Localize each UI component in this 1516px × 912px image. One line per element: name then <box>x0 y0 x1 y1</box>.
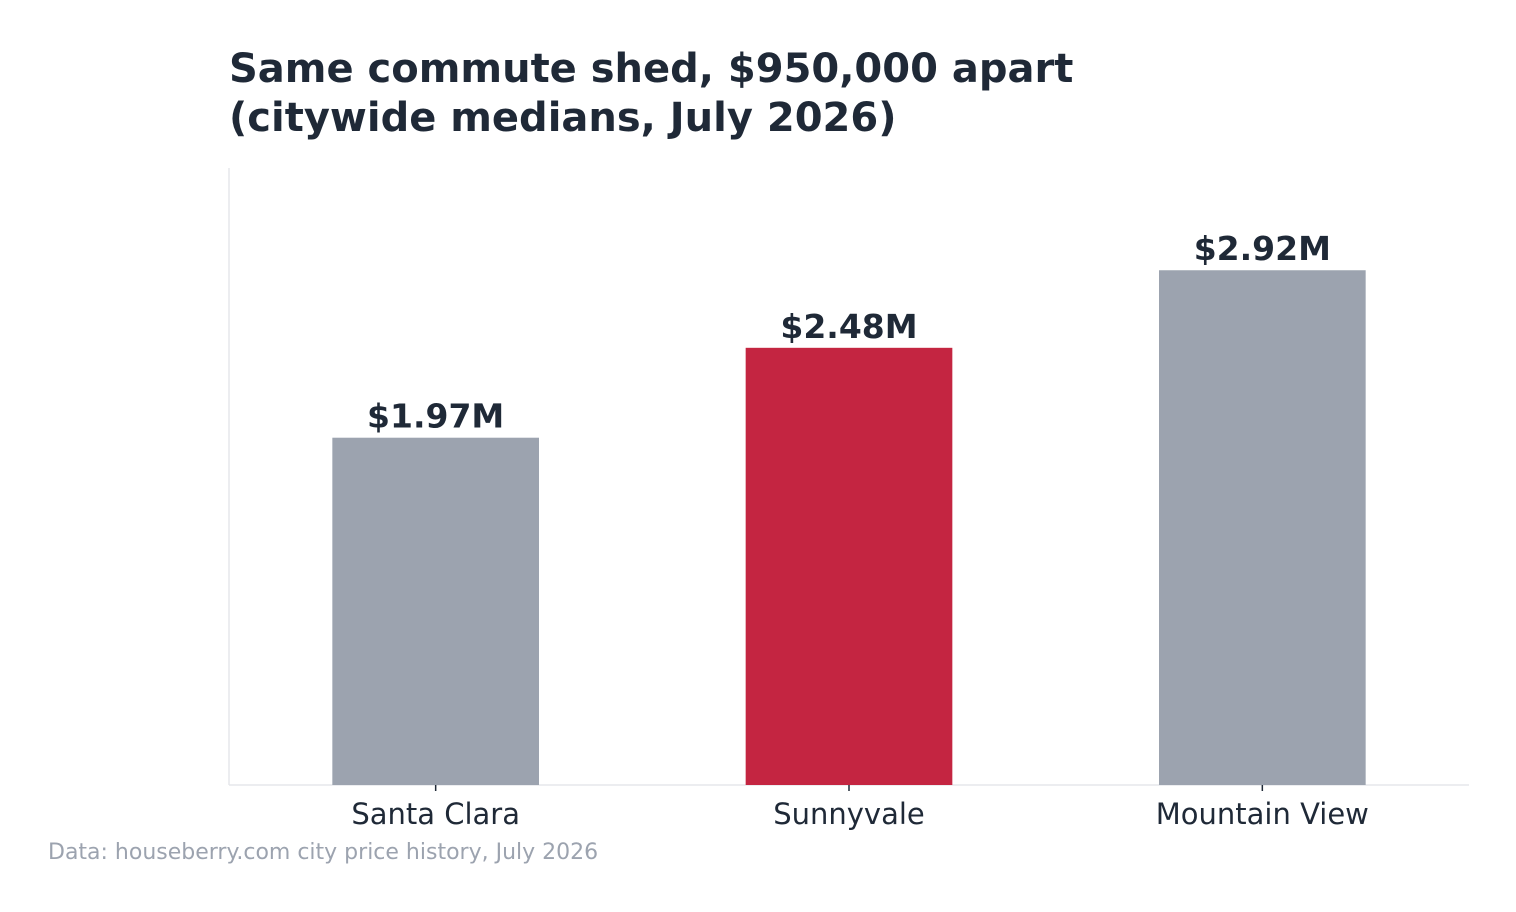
chart-title-line-1: Same commute shed, $950,000 apart <box>229 46 1073 92</box>
bar-mountain-view <box>1159 270 1366 785</box>
data-labels-group: $1.97M $2.48M $2.92M <box>367 229 1331 435</box>
x-tick-label-santa-clara: Santa Clara <box>351 797 520 831</box>
bars-group <box>332 270 1366 785</box>
data-label-mountain-view: $2.92M <box>1194 229 1331 268</box>
data-label-sunnyvale: $2.48M <box>780 307 917 346</box>
x-ticks-group: Santa Clara Sunnyvale Mountain View <box>351 785 1369 831</box>
chart-title-line-2: (citywide medians, July 2026) <box>229 95 896 141</box>
source-note: Data: houseberry.com city price history,… <box>48 840 598 865</box>
data-label-santa-clara: $1.97M <box>367 397 504 436</box>
bar-sunnyvale <box>745 347 953 785</box>
bar-santa-clara <box>332 437 539 785</box>
x-tick-label-sunnyvale: Sunnyvale <box>773 797 925 831</box>
x-tick-label-mountain-view: Mountain View <box>1156 797 1369 831</box>
